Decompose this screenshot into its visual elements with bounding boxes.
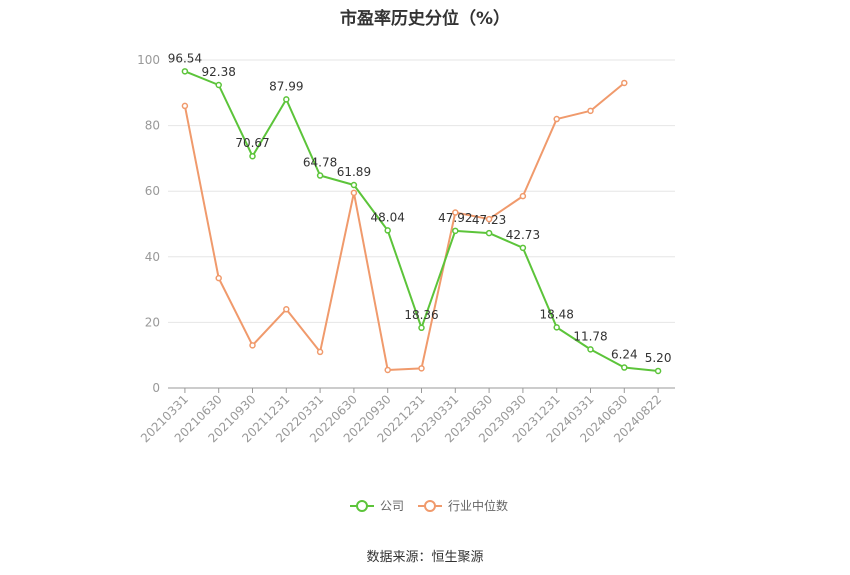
data-label: 70.67 xyxy=(235,136,269,150)
data-label: 5.20 xyxy=(645,351,672,365)
data-point xyxy=(587,346,594,353)
data-point xyxy=(215,274,222,282)
data-label: 6.24 xyxy=(611,348,638,362)
data-label: 61.89 xyxy=(337,165,371,179)
data-label: 64.78 xyxy=(303,156,337,170)
legend-label: 公司 xyxy=(380,499,404,513)
y-tick-label: 100 xyxy=(137,53,160,67)
y-tick-label: 60 xyxy=(145,184,160,198)
data-source: 数据来源：恒生聚源 xyxy=(366,550,484,565)
data-point xyxy=(485,215,493,223)
data-label: 42.73 xyxy=(506,228,540,242)
data-point xyxy=(350,181,358,189)
y-tick-label: 40 xyxy=(145,250,160,264)
data-point xyxy=(384,227,391,234)
data-label: 18.36 xyxy=(404,308,438,322)
legend-marker xyxy=(424,500,436,512)
data-label: 18.48 xyxy=(540,307,574,321)
data-point xyxy=(215,81,222,89)
data-point xyxy=(654,367,662,375)
data-point xyxy=(452,227,459,235)
data-label: 11.78 xyxy=(573,329,607,343)
data-point xyxy=(553,324,560,331)
data-point xyxy=(283,306,290,313)
legend-label: 行业中位数 xyxy=(448,498,508,513)
data-point xyxy=(621,79,628,87)
data-point xyxy=(621,364,628,371)
series-line-industry-median xyxy=(183,82,625,371)
data-label: 48.04 xyxy=(371,210,405,224)
data-point xyxy=(249,342,256,349)
data-point xyxy=(316,172,324,179)
data-point xyxy=(181,102,189,110)
data-point xyxy=(485,229,493,237)
data-point xyxy=(181,68,189,75)
data-point xyxy=(587,107,594,115)
data-point xyxy=(418,324,425,332)
y-tick-label: 0 xyxy=(152,381,160,395)
y-tick-label: 80 xyxy=(145,119,160,133)
legend-marker xyxy=(356,500,368,512)
data-label: 47.92 xyxy=(438,211,472,225)
data-point xyxy=(553,115,560,123)
data-point xyxy=(452,209,459,216)
data-point xyxy=(519,192,527,200)
data-point xyxy=(519,244,527,252)
data-point xyxy=(316,348,324,356)
data-label: 96.54 xyxy=(168,51,202,65)
data-point xyxy=(350,189,358,197)
data-label: 92.38 xyxy=(202,65,236,79)
data-point xyxy=(418,365,425,372)
data-point xyxy=(249,152,256,160)
data-label: 47.23 xyxy=(472,213,506,227)
data-point xyxy=(384,366,391,374)
y-tick-label: 20 xyxy=(145,315,160,329)
data-point xyxy=(283,96,290,103)
chart-title: 市盈率历史分位（%） xyxy=(339,9,511,29)
data-label: 87.99 xyxy=(269,79,303,93)
